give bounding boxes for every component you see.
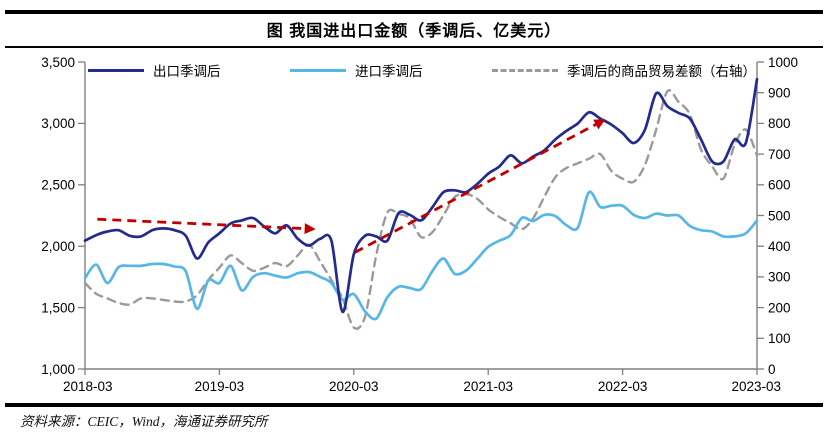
right-tick-label: 1000 xyxy=(768,55,798,70)
trade-balance-line xyxy=(83,89,759,330)
legend-item-import: 进口季调后 xyxy=(290,60,423,80)
right-tick-label: 800 xyxy=(768,116,791,131)
import-legend-label: 进口季调后 xyxy=(355,64,423,79)
trend-arrow-2 xyxy=(354,119,606,254)
x-tick-label: 2018-03 xyxy=(63,379,113,394)
legend: 出口季调后 进口季调后 季调后的商品贸易差额（右轴） xyxy=(88,60,756,80)
right-tick-label: 400 xyxy=(768,239,791,254)
left-tick-label: 3,000 xyxy=(41,116,75,131)
left-tick-label: 2,000 xyxy=(41,239,75,254)
right-tick-label: 500 xyxy=(768,208,791,223)
x-tick-label: 2019-03 xyxy=(195,379,245,394)
right-tick-label: 900 xyxy=(768,86,791,101)
x-tick-label: 2023-03 xyxy=(731,379,781,394)
title-rule xyxy=(5,46,823,48)
export-line xyxy=(83,77,759,314)
left-tick-label: 1,000 xyxy=(41,362,75,377)
right-tick-label: 200 xyxy=(768,300,791,315)
bottom-rule xyxy=(5,403,823,407)
right-tick-label: 300 xyxy=(768,270,791,285)
x-tick-label: 2020-03 xyxy=(329,379,379,394)
left-tick-label: 3,500 xyxy=(41,55,75,70)
export-legend-label: 出口季调后 xyxy=(153,64,221,79)
x-tick-label: 2021-03 xyxy=(463,379,513,394)
import-line xyxy=(83,190,759,321)
trend-arrow-1 xyxy=(97,217,316,235)
import-legend-line xyxy=(290,68,346,72)
left-tick-label: 1,500 xyxy=(41,300,75,315)
legend-item-balance: 季调后的商品贸易差额（右轴） xyxy=(492,60,756,80)
chart-title: 图 我国进出口金额（季调后、亿美元） xyxy=(266,23,562,40)
right-tick-label: 700 xyxy=(768,147,791,162)
export-legend-line xyxy=(88,68,144,72)
balance-legend-label: 季调后的商品贸易差额（右轴） xyxy=(567,64,756,79)
top-rule xyxy=(5,10,823,14)
balance-legend-dash xyxy=(492,68,558,72)
right-tick-label: 100 xyxy=(768,331,791,346)
left-tick-label: 2,500 xyxy=(41,178,75,193)
source-note: 资料来源：CEIC，Wind，海通证券研究所 xyxy=(20,414,268,429)
legend-item-export: 出口季调后 xyxy=(88,60,221,80)
right-tick-label: 600 xyxy=(768,178,791,193)
x-tick-label: 2022-03 xyxy=(598,379,648,394)
right-tick-label: 0 xyxy=(768,362,776,377)
